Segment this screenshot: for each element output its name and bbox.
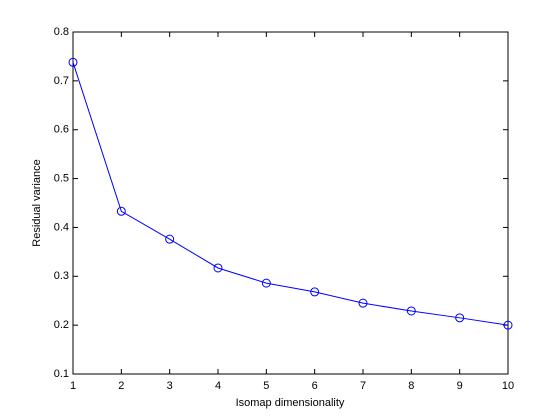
plot-box xyxy=(72,31,509,375)
y-tick-label: 0.7 xyxy=(54,75,69,87)
y-tick-label: 0.2 xyxy=(54,319,69,331)
data-point xyxy=(358,298,368,308)
x-tick-label: 2 xyxy=(118,380,124,392)
x-tick-label: 10 xyxy=(502,380,514,392)
data-point xyxy=(261,278,271,288)
x-tick-label: 9 xyxy=(457,380,463,392)
series-line xyxy=(72,62,509,326)
y-tick-label: 0.1 xyxy=(54,368,69,380)
data-point xyxy=(165,234,175,244)
y-tick-label: 0.4 xyxy=(54,221,69,233)
x-tick-label: 6 xyxy=(312,380,318,392)
data-point xyxy=(406,306,416,316)
y-tick-label: 0.5 xyxy=(54,172,69,184)
y-tick-label: 0.6 xyxy=(54,124,69,136)
data-point xyxy=(213,263,223,273)
data-point xyxy=(455,313,465,323)
data-point xyxy=(310,287,320,297)
x-tick-label: 7 xyxy=(360,380,366,392)
y-tick-label: 0.8 xyxy=(54,26,69,38)
y-tick-label: 0.3 xyxy=(54,270,69,282)
y-axis-label: Residual variance xyxy=(31,159,43,246)
data-point xyxy=(68,57,78,67)
x-tick-label: 3 xyxy=(167,380,173,392)
data-point xyxy=(503,320,513,330)
x-tick-label: 8 xyxy=(408,380,414,392)
data-point xyxy=(116,206,126,216)
x-tick-label: 1 xyxy=(70,380,76,392)
x-tick-label: 4 xyxy=(215,380,221,392)
x-axis-label: Isomap dimensionality xyxy=(236,397,345,409)
x-tick-label: 5 xyxy=(263,380,269,392)
